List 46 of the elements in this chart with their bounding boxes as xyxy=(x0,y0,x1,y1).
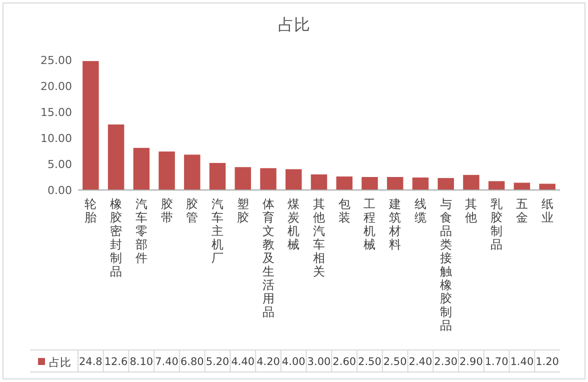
category-label: 体育文教及生活用品 xyxy=(262,197,274,319)
data-label: 4.00 xyxy=(282,356,306,368)
data-label: 1.70 xyxy=(484,356,508,368)
x-tick-label: 建筑材料 xyxy=(388,197,402,252)
data-label: 1.40 xyxy=(510,356,534,368)
x-tick-label: 五金 xyxy=(516,197,528,224)
x-tick-label: 纸业 xyxy=(541,197,554,224)
y-tick-label: 25.00 xyxy=(40,54,72,67)
x-tick-label: 其他汽车相关 xyxy=(313,197,325,278)
x-tick-label: 胶带 xyxy=(160,197,173,224)
data-label: 4.40 xyxy=(231,356,255,368)
x-tick-label: 胶管 xyxy=(186,197,198,224)
data-label: 3.00 xyxy=(307,356,331,368)
y-tick-label: 10.00 xyxy=(40,132,72,145)
data-label: 5.20 xyxy=(206,356,230,368)
x-tick-label: 乳胶制品 xyxy=(490,197,503,252)
legend-label: 占比 xyxy=(49,356,71,369)
data-label: 8.10 xyxy=(130,356,154,368)
data-label: 2.50 xyxy=(358,356,382,368)
data-label: 1.20 xyxy=(536,356,560,368)
x-tick-label: 汽车主机厂 xyxy=(212,197,224,265)
data-label: 2.40 xyxy=(408,356,432,368)
x-tick-label: 橡胶密封制品 xyxy=(110,197,122,278)
x-tick-label: 塑胶 xyxy=(236,197,249,224)
x-tick-label: 煤炭机械 xyxy=(288,197,300,252)
data-label: 2.90 xyxy=(460,356,483,368)
data-label: 24.8 xyxy=(78,356,102,368)
category-label: 与食品类接触橡胶制品 xyxy=(440,197,452,332)
x-tick-label: 其他 xyxy=(465,197,478,224)
x-tick-label: 包装 xyxy=(338,197,350,224)
title: 占比 xyxy=(278,15,310,34)
x-tick-label: 轮胎 xyxy=(84,197,97,224)
data-label: 2.30 xyxy=(434,356,458,368)
data-label: 2.50 xyxy=(383,356,407,368)
x-tick-label: 线缆 xyxy=(414,197,426,224)
data-label: 7.40 xyxy=(155,356,178,368)
x-tick-label: 工程机械 xyxy=(364,197,376,252)
data-label: 4.20 xyxy=(256,356,280,368)
y-tick-label: 0.00 xyxy=(48,184,72,197)
data-label: 6.80 xyxy=(180,356,204,368)
y-tick-label: 5.00 xyxy=(48,158,72,171)
y-tick-label: 20.00 xyxy=(40,80,72,93)
x-tick-label: 汽车零部件 xyxy=(135,197,148,265)
y-tick-label: 15.00 xyxy=(40,106,72,119)
data-label: 12.6 xyxy=(104,356,128,368)
data-label: 2.60 xyxy=(332,356,356,368)
